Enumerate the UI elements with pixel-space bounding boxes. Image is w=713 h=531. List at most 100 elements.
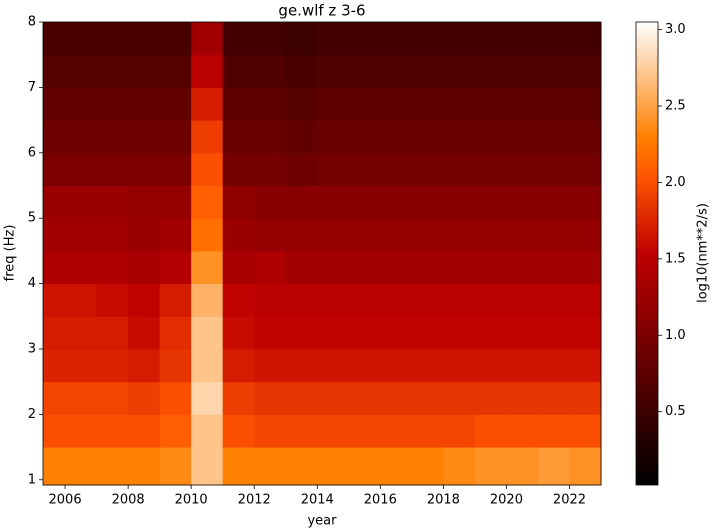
heatmap-cell	[411, 218, 444, 252]
heatmap-cell	[128, 250, 161, 285]
y-tick-label: 3	[28, 341, 36, 356]
heatmap-cell	[443, 283, 476, 317]
heatmap-cell	[222, 120, 255, 154]
heatmap-cell	[128, 120, 161, 154]
heatmap-cell	[380, 414, 413, 448]
heatmap-cell	[128, 22, 161, 56]
heatmap-cell	[65, 283, 98, 317]
heatmap-cell	[65, 381, 98, 415]
heatmap-cell	[128, 87, 161, 121]
heatmap-cell	[569, 120, 602, 154]
heatmap-cell	[537, 447, 570, 486]
heatmap-cell	[254, 218, 287, 252]
heatmap-cell	[128, 283, 161, 317]
heatmap-cell	[159, 87, 192, 121]
heatmap-cell	[96, 283, 129, 317]
heatmap-cell	[128, 381, 161, 415]
heatmap-cell	[443, 250, 476, 285]
heatmap-cell	[506, 250, 539, 285]
heatmap-cell	[43, 87, 66, 121]
heatmap-cell	[474, 316, 507, 350]
heatmap-cell	[159, 283, 192, 317]
heatmap-cell	[474, 54, 507, 88]
heatmap-cell	[348, 348, 381, 383]
heatmap-cell	[96, 54, 129, 88]
heatmap-cell	[411, 54, 444, 88]
heatmap-cell	[285, 414, 318, 448]
heatmap-cell	[411, 316, 444, 350]
heatmap-cell	[159, 316, 192, 350]
colorbar-tick-label: 1.0	[665, 328, 686, 343]
heatmap-cell	[222, 152, 255, 186]
heatmap-cell	[222, 87, 255, 121]
heatmap-cell	[285, 250, 318, 285]
heatmap-cell	[506, 22, 539, 56]
heatmap-cell	[506, 87, 539, 121]
heatmap-cell	[348, 218, 381, 252]
heatmap-cell	[317, 152, 350, 186]
heatmap-cell	[222, 218, 255, 252]
heatmap-cell	[43, 316, 66, 350]
x-tick-label: 2018	[427, 493, 460, 508]
colorbar-tick-label: 3.0	[665, 22, 686, 37]
heatmap-cell	[537, 414, 570, 448]
heatmap-cell	[411, 283, 444, 317]
heatmap-cell	[43, 185, 66, 219]
heatmap-cell	[159, 218, 192, 252]
heatmap-cell	[380, 120, 413, 154]
heatmap-cell	[191, 250, 224, 285]
heatmap-cell	[443, 152, 476, 186]
heatmap-cell	[159, 250, 192, 285]
y-tick-label: 1	[28, 472, 36, 487]
heatmap-cell	[222, 22, 255, 56]
heatmap-cell	[506, 283, 539, 317]
heatmap-cell	[317, 185, 350, 219]
heatmap-cell	[443, 87, 476, 121]
heatmap-cell	[569, 22, 602, 56]
heatmap-cell	[317, 348, 350, 383]
heatmap-cell	[443, 120, 476, 154]
heatmap-cell	[43, 381, 66, 415]
heatmap-cell	[317, 316, 350, 350]
heatmap-cell	[348, 22, 381, 56]
heatmap-cell	[128, 218, 161, 252]
x-tick-label: 2012	[238, 493, 271, 508]
heatmap-cell	[43, 22, 66, 56]
heatmap-cell	[537, 250, 570, 285]
heatmap-cell	[43, 218, 66, 252]
heatmap-cell	[348, 381, 381, 415]
heatmap-cell	[285, 120, 318, 154]
heatmap-cell	[254, 152, 287, 186]
heatmap-cell	[43, 283, 66, 317]
heatmap-cell	[569, 218, 602, 252]
colorbar-tick-label: 0.5	[665, 404, 686, 419]
heatmap-cell	[191, 185, 224, 219]
heatmap-cell	[222, 185, 255, 219]
heatmap-cell	[43, 447, 66, 486]
heatmap-cell	[96, 185, 129, 219]
heatmap-cell	[474, 22, 507, 56]
heatmap-cell	[191, 87, 224, 121]
heatmap-cell	[411, 250, 444, 285]
heatmap-cell	[443, 316, 476, 350]
heatmap-cell	[317, 22, 350, 56]
heatmap-cell	[506, 152, 539, 186]
y-tick-label: 7	[28, 80, 36, 95]
heatmap-cell	[317, 414, 350, 448]
heatmap-cell	[380, 218, 413, 252]
heatmap-cell	[159, 381, 192, 415]
x-tick-label: 2016	[364, 493, 397, 508]
heatmap-cell	[285, 218, 318, 252]
heatmap-cell	[65, 316, 98, 350]
heatmap-cell	[474, 283, 507, 317]
heatmap-cell	[191, 218, 224, 252]
heatmap-cell	[443, 218, 476, 252]
heatmap-cell	[96, 414, 129, 448]
heatmap-cell	[43, 54, 66, 88]
heatmap-cell	[380, 22, 413, 56]
heatmap-cell	[474, 218, 507, 252]
chart-title: ge.wlf z 3-6	[278, 2, 365, 20]
heatmap-cell	[348, 414, 381, 448]
heatmap-cell	[285, 152, 318, 186]
heatmap-cell	[537, 381, 570, 415]
